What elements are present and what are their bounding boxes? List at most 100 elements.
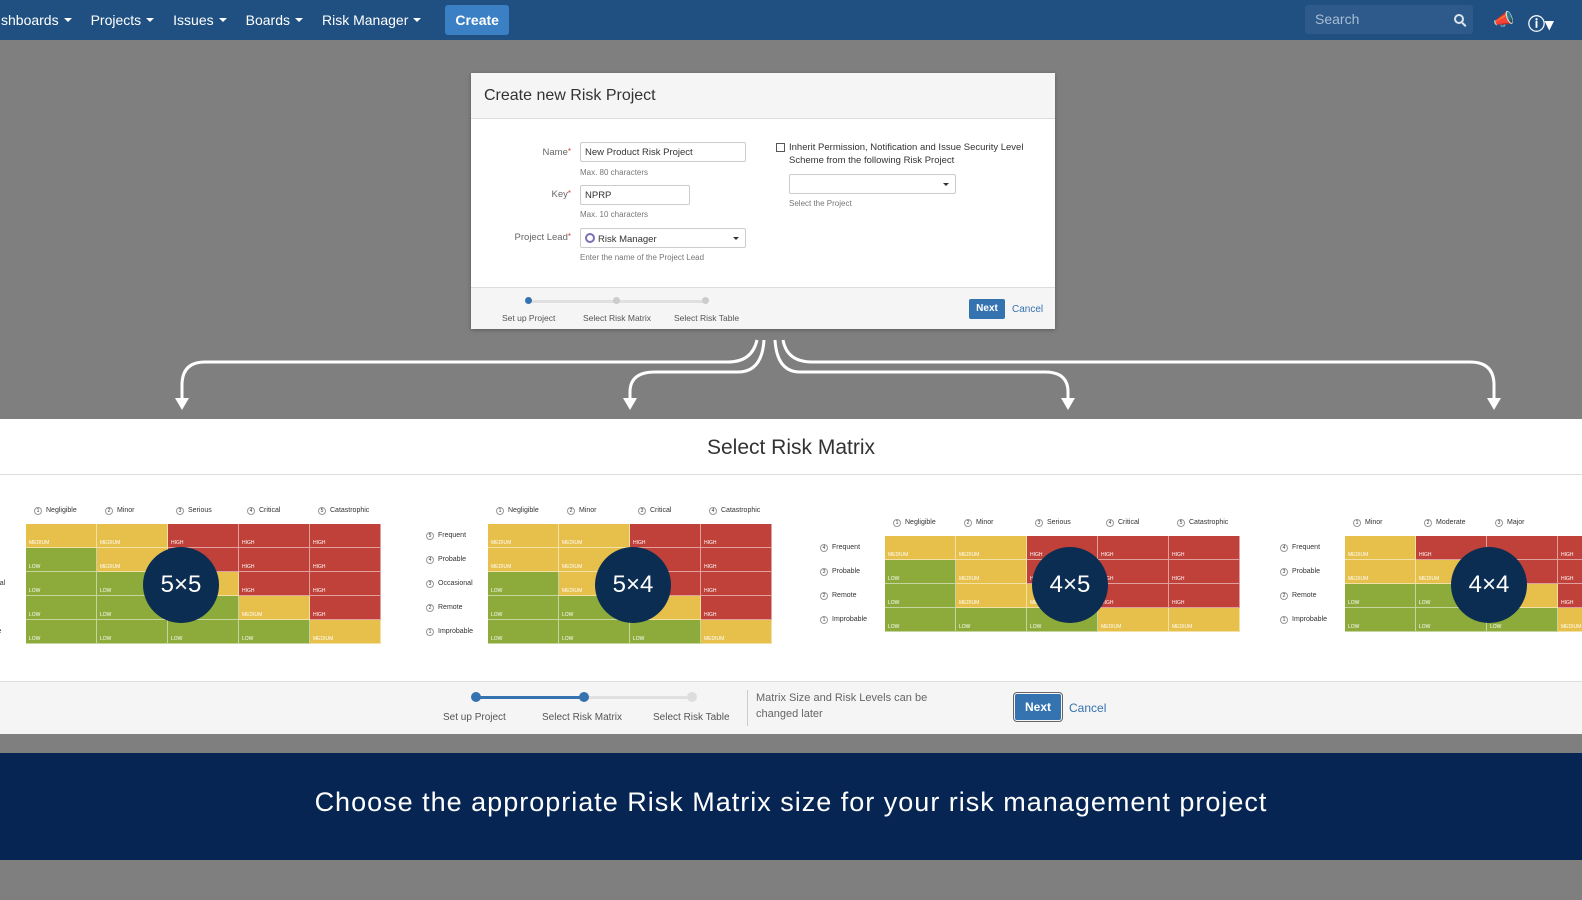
column-number-badge: 1 xyxy=(34,507,42,515)
matrix-option-5x4[interactable]: 1 Negligible 2 Minor 3 Critical 4 Catastrophic 5… xyxy=(416,504,772,644)
matrix-cell: MEDIUM xyxy=(701,620,772,644)
next-button[interactable]: Next xyxy=(1013,692,1063,722)
matrix-column-header: 2 Moderate xyxy=(1424,519,1466,527)
progress-fill xyxy=(475,696,584,699)
next-button[interactable]: Next xyxy=(969,299,1005,319)
matrix-size-badge[interactable]: 5×5 xyxy=(143,547,219,623)
matrix-option-4x4[interactable]: 1 Minor 2 Moderate 3 Major 4 Frequent MEDIUM HIGH… xyxy=(1270,516,1582,632)
matrix-cell: LOW xyxy=(26,548,97,572)
inherit-checkbox[interactable] xyxy=(776,143,785,152)
matrix-cell: HIGH xyxy=(701,524,772,548)
project-lead-hint: Enter the name of the Project Lead xyxy=(580,253,705,262)
matrix-size-badge[interactable]: 4×4 xyxy=(1451,547,1527,623)
inherit-project-select[interactable] xyxy=(789,174,956,194)
matrix-note: Matrix Size and Risk Levels can be chang… xyxy=(747,690,947,726)
row-label: Frequent xyxy=(1292,544,1321,551)
name-field[interactable]: New Product Risk Project xyxy=(580,142,746,162)
create-button[interactable]: Create xyxy=(445,5,509,35)
nav-boards[interactable]: Boards xyxy=(246,12,303,28)
matrix-cell: HIGH xyxy=(310,572,381,596)
nav-projects[interactable]: Projects xyxy=(91,12,155,28)
matrix-cell: HIGH xyxy=(1558,560,1582,584)
chevron-down-icon xyxy=(146,18,155,22)
row-label: Remote xyxy=(832,592,857,599)
matrix-column-header: 4 Critical xyxy=(1106,519,1139,527)
cancel-button[interactable]: Cancel xyxy=(1012,304,1044,315)
matrix-cell: LOW xyxy=(885,584,956,608)
column-number-badge: 4 xyxy=(1106,519,1114,527)
matrix-cell: MEDIUM xyxy=(310,620,381,644)
help-icon[interactable]: ⓘ▾ xyxy=(1528,15,1554,34)
matrix-cell: LOW xyxy=(239,620,310,644)
chevron-down-icon xyxy=(943,183,949,186)
key-label: Key* xyxy=(551,189,572,200)
footer-banner: Choose the appropriate Risk Matrix size … xyxy=(0,753,1582,860)
column-label: Catastrophic xyxy=(721,507,761,514)
matrix-option-4x5[interactable]: 1 Negligible 2 Minor 3 Serious 4 Critical 5 Catas… xyxy=(810,516,1240,632)
key-field[interactable]: NPRP xyxy=(580,185,690,205)
matrix-row-label: ble xyxy=(0,628,1,635)
matrix-cell: LOW xyxy=(168,620,239,644)
column-label: Moderate xyxy=(1436,519,1466,526)
column-label: Major xyxy=(1507,519,1525,526)
name-hint: Max. 80 characters xyxy=(580,168,649,177)
matrix-cell: LOW xyxy=(1345,584,1416,608)
chevron-down-icon xyxy=(218,18,227,22)
column-number-badge: 2 xyxy=(567,507,575,515)
matrix-cell: LOW xyxy=(1345,608,1416,632)
matrix-row-label: 3 Occasional xyxy=(426,580,473,588)
nav-risk-manager[interactable]: Risk Manager xyxy=(322,12,422,28)
matrix-column-header: 1 Negligible xyxy=(893,519,936,527)
column-number-badge: 1 xyxy=(893,519,901,527)
branch-arrows xyxy=(175,339,1501,410)
matrix-cell: HIGH xyxy=(310,548,381,572)
arrow-to-4x4 xyxy=(781,339,1496,402)
step-dot-1 xyxy=(525,297,532,304)
nav-dashboards[interactable]: shboards xyxy=(1,12,72,28)
matrix-column-header: 2 Minor xyxy=(964,519,994,527)
column-number-badge: 3 xyxy=(638,507,646,515)
dialog-title: Create new Risk Project xyxy=(471,73,1055,119)
matrix-cell: MEDIUM xyxy=(239,596,310,620)
inherit-label: Inherit Permission, Notification and Iss… xyxy=(789,142,1024,166)
column-number-badge: 2 xyxy=(105,507,113,515)
arrowhead-icon xyxy=(1061,398,1075,410)
row-label: Occasional xyxy=(438,580,473,587)
column-number-badge: 3 xyxy=(1035,519,1043,527)
matrix-row-label: 3 Probable xyxy=(1280,568,1320,576)
column-label: Negligible xyxy=(905,519,936,526)
matrix-row-label: 1 Improbable xyxy=(1280,616,1327,624)
step-dot-2 xyxy=(579,692,589,702)
row-label: Remote xyxy=(438,604,463,611)
column-label: Negligible xyxy=(508,507,539,514)
matrix-column-header: 3 Serious xyxy=(1035,519,1071,527)
matrix-cell: LOW xyxy=(885,608,956,632)
row-label: Frequent xyxy=(832,544,861,551)
megaphone-icon[interactable]: 📣 xyxy=(1493,10,1515,29)
matrix-cell: MEDIUM xyxy=(1345,536,1416,560)
matrix-cell: MEDIUM xyxy=(1558,608,1582,632)
row-label: Frequent xyxy=(438,532,467,539)
step-dot-1 xyxy=(471,692,481,702)
search-input[interactable]: Search xyxy=(1305,5,1473,34)
matrix-size-badge[interactable]: 4×5 xyxy=(1032,547,1108,623)
nav-risk-manager-label: Risk Manager xyxy=(322,12,409,28)
matrix-column-header: 3 Serious xyxy=(176,507,212,515)
column-number-badge: 4 xyxy=(709,507,717,515)
matrix-cell: HIGH xyxy=(1169,536,1240,560)
matrix-cell: LOW xyxy=(97,620,168,644)
matrix-size-badge[interactable]: 5×4 xyxy=(595,547,671,623)
nav-issues[interactable]: Issues xyxy=(173,12,227,28)
matrix-cell: MEDIUM xyxy=(956,560,1027,584)
matrix-cell: MEDIUM xyxy=(488,548,559,572)
matrix-cell: HIGH xyxy=(701,572,772,596)
project-lead-select[interactable]: Risk Manager xyxy=(580,228,746,248)
column-number-badge: 2 xyxy=(964,519,972,527)
matrix-cell: HIGH xyxy=(1169,560,1240,584)
cancel-button[interactable]: Cancel xyxy=(1069,701,1107,715)
matrix-cell: MEDIUM xyxy=(1098,608,1169,632)
column-label: Critical xyxy=(1118,519,1140,526)
matrix-cell: MEDIUM xyxy=(559,524,630,548)
step-label-2: Select Risk Matrix xyxy=(542,712,623,723)
select-project-hint: Select the Project xyxy=(789,199,852,208)
